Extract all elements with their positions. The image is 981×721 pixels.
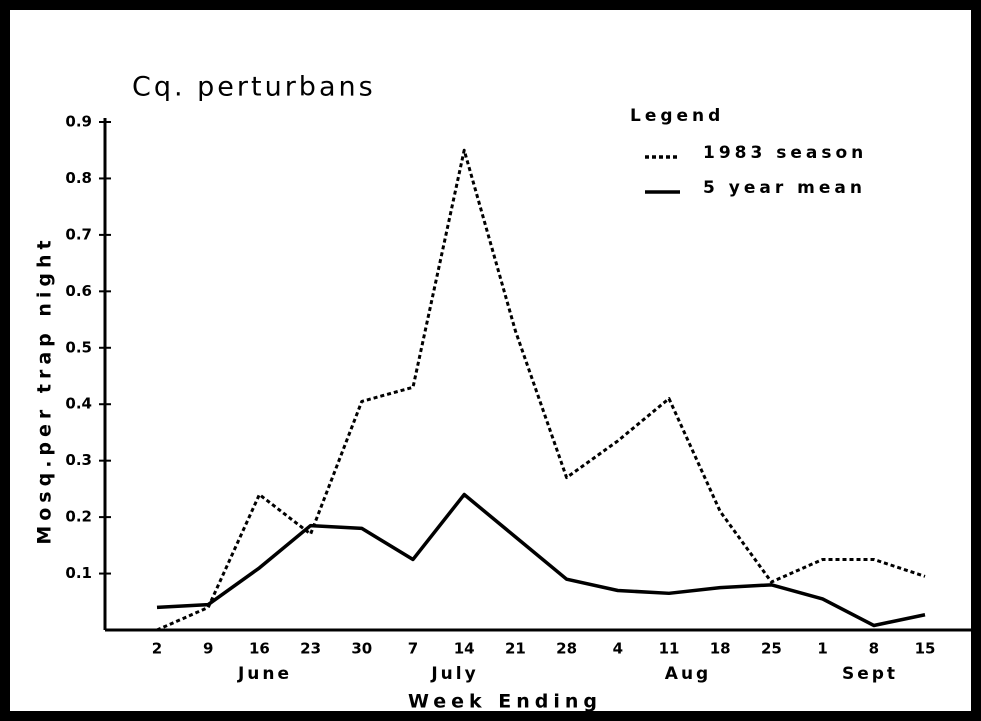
y-tick-label: 0.5: [65, 338, 92, 356]
y-tick-label: 0.3: [65, 451, 92, 469]
x-tick-label: 9: [203, 640, 213, 658]
legend-label: 5 year mean: [703, 178, 866, 198]
y-tick-label: 0.6: [65, 282, 92, 300]
x-tick-label: 18: [710, 640, 731, 658]
x-tick-label: 14: [454, 640, 475, 658]
chart-title: Cq. perturbans: [132, 72, 376, 103]
y-tick-label: 0.1: [65, 564, 92, 582]
x-tick-label: 11: [659, 640, 680, 658]
x-tick-label: 1: [817, 640, 827, 658]
y-tick-label: 0.9: [65, 113, 92, 131]
legend-label: 1983 season: [703, 143, 867, 163]
month-label: Sept: [842, 664, 898, 684]
x-tick-label: 2: [152, 640, 162, 658]
x-tick-label: 28: [556, 640, 577, 658]
x-tick-label: 25: [761, 640, 782, 658]
x-tick-label: 16: [249, 640, 270, 658]
month-label: June: [237, 664, 292, 684]
x-tick-label: 23: [300, 640, 321, 658]
legend-title: Legend: [630, 106, 724, 126]
month-label: Aug: [665, 664, 711, 684]
y-tick-label: 0.4: [65, 395, 92, 413]
y-axis-title: Mosq.per trap night: [34, 235, 56, 544]
series-line: [156, 492, 926, 628]
x-axis-title: Week Ending: [408, 691, 602, 713]
x-tick-label: 8: [869, 640, 879, 658]
y-tick-label: 0.7: [65, 225, 92, 243]
x-tick-label: 7: [408, 640, 418, 658]
x-tick-label: 4: [613, 640, 623, 658]
y-tick-label: 0.8: [65, 169, 92, 187]
x-tick-label: 30: [351, 640, 372, 658]
series-line: [156, 148, 926, 632]
x-tick-label: 21: [505, 640, 526, 658]
x-tick-label: 15: [915, 640, 936, 658]
y-tick-label: 0.2: [65, 508, 92, 526]
month-label: July: [430, 664, 478, 684]
